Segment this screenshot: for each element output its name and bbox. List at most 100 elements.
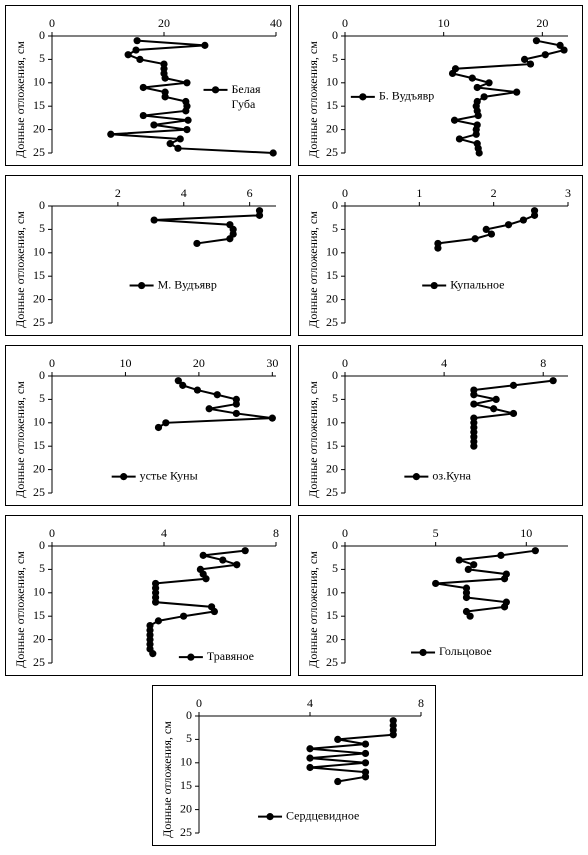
data-point	[139, 111, 147, 120]
y-axis-label: Донные отложения, см	[160, 721, 174, 838]
y-tick-label: 0	[39, 28, 45, 42]
data-point	[166, 140, 174, 148]
panel-frame	[152, 685, 436, 846]
x-tick-label: 5	[433, 526, 439, 540]
data-point	[174, 377, 182, 385]
data-point	[193, 386, 202, 394]
y-tick-label: 5	[39, 561, 45, 575]
legend-label: устье Куны	[140, 468, 198, 482]
y-tick-label: 20	[326, 631, 338, 645]
data-point	[509, 409, 518, 418]
data-point	[482, 225, 490, 233]
legend-marker	[412, 473, 420, 481]
legend-label-line: Белая	[232, 82, 262, 96]
data-point	[132, 46, 140, 54]
y-tick-label: 5	[332, 391, 338, 405]
y-tick-label: 25	[326, 655, 338, 669]
y-tick-label: 20	[326, 461, 338, 475]
y-axis-label: Донные отложения, см	[13, 381, 27, 498]
data-point	[183, 79, 191, 87]
x-tick-label: 0	[342, 186, 348, 200]
y-tick-label: 5	[332, 51, 338, 65]
y-tick-label: 25	[326, 315, 338, 329]
y-tick-label: 5	[332, 561, 338, 575]
x-tick-label: 10	[520, 526, 532, 540]
data-point	[183, 126, 191, 134]
data-point	[306, 754, 314, 762]
y-tick-label: 20	[33, 461, 45, 475]
x-tick-label: 0	[342, 526, 348, 540]
legend-marker	[120, 473, 128, 481]
data-point	[179, 381, 187, 389]
data-point	[500, 603, 509, 611]
x-tick-label: 20	[158, 16, 170, 30]
data-point	[205, 405, 213, 413]
data-point	[361, 773, 370, 781]
legend-label: Сердцевидное	[286, 808, 359, 822]
y-tick-label: 20	[33, 291, 45, 305]
x-tick-label: 0	[49, 356, 55, 370]
data-point	[193, 239, 201, 248]
y-tick-label: 10	[326, 585, 338, 599]
data-point	[470, 391, 478, 399]
data-point	[180, 612, 188, 620]
data-point	[473, 83, 481, 92]
legend-label: Купальное	[450, 277, 504, 291]
data-point	[139, 83, 147, 92]
data-point	[497, 551, 505, 559]
panel-frame	[298, 5, 583, 166]
y-tick-label: 15	[33, 438, 45, 452]
legend-marker	[419, 648, 427, 657]
data-point	[464, 565, 472, 574]
y-tick-label: 20	[180, 801, 192, 815]
data-point	[133, 37, 141, 45]
data-point	[268, 414, 276, 422]
legend-label: оз.Куна	[432, 468, 471, 482]
x-tick-label: 0	[49, 16, 55, 30]
data-point	[468, 74, 476, 82]
y-tick-label: 0	[39, 368, 45, 382]
data-point	[513, 88, 521, 96]
data-point	[432, 579, 440, 588]
y-tick-label: 15	[326, 438, 338, 452]
y-axis-label: Донные отложения, см	[306, 211, 320, 328]
data-point	[532, 37, 541, 45]
data-point	[549, 377, 557, 385]
data-point	[255, 211, 264, 219]
x-tick-label: 8	[540, 356, 546, 370]
x-tick-label: 30	[266, 356, 278, 370]
legend-label-line: Губа	[232, 97, 256, 111]
x-tick-label: 4	[181, 186, 187, 200]
y-tick-label: 25	[326, 485, 338, 499]
x-tick-label: 3	[565, 186, 571, 200]
x-tick-label: 2	[491, 186, 497, 200]
data-point	[541, 51, 549, 59]
data-point	[306, 763, 314, 772]
y-tick-label: 0	[332, 28, 338, 42]
y-tick-label: 25	[326, 145, 338, 159]
x-tick-label: 20	[193, 356, 205, 370]
x-tick-label: 0	[342, 356, 348, 370]
x-tick-label: 4	[307, 696, 313, 710]
data-point	[475, 149, 483, 157]
data-point	[219, 556, 227, 564]
y-tick-label: 10	[33, 75, 45, 89]
data-point	[560, 46, 568, 54]
data-point	[161, 74, 169, 82]
data-point	[107, 130, 115, 138]
data-point	[150, 121, 158, 129]
data-point	[124, 51, 132, 59]
data-point	[519, 216, 528, 224]
data-point	[455, 556, 463, 564]
panel-frame	[5, 175, 291, 336]
y-axis-label: Донные отложения, см	[306, 41, 320, 158]
y-tick-label: 0	[332, 198, 338, 212]
x-tick-label: 0	[49, 526, 55, 540]
legend-marker	[430, 281, 438, 290]
data-point	[480, 93, 488, 101]
data-point	[334, 777, 342, 786]
y-axis-label: Донные отложения, см	[13, 551, 27, 668]
y-tick-label: 0	[186, 708, 192, 722]
data-point	[361, 759, 370, 767]
